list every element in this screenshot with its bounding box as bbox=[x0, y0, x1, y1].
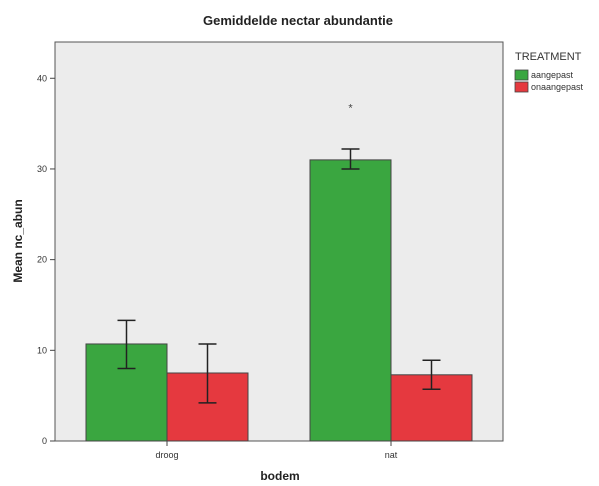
legend-swatch-aangepast bbox=[514, 69, 529, 81]
chart-title: Gemiddelde nectar abundantie bbox=[203, 13, 393, 28]
legend-label-aangepast: aangepast bbox=[531, 70, 574, 80]
y-tick-label: 10 bbox=[37, 345, 47, 355]
y-tick-label: 0 bbox=[42, 436, 47, 446]
y-tick-label: 30 bbox=[37, 164, 47, 174]
x-axis: droog nat bbox=[155, 441, 398, 460]
legend-swatch-onaangepast bbox=[514, 81, 529, 93]
significance-marker: * bbox=[348, 102, 353, 114]
annotations-layer: * bbox=[348, 102, 353, 114]
x-axis-label: bodem bbox=[260, 469, 299, 483]
x-tick-label-nat: nat bbox=[385, 450, 398, 460]
legend-title: TREATMENT bbox=[515, 51, 582, 63]
x-tick-label-droog: droog bbox=[155, 450, 178, 460]
y-axis-label: Mean nc_abun bbox=[11, 199, 25, 282]
legend-label-onaangepast: onaangepast bbox=[531, 82, 584, 92]
y-axis: 0 10 20 30 40 bbox=[37, 73, 55, 446]
error-bars-layer bbox=[117, 148, 441, 404]
bar-aangepast-nat bbox=[309, 159, 392, 442]
legend: TREATMENT aangepast onaangepast bbox=[514, 51, 584, 93]
y-tick-label: 20 bbox=[37, 255, 47, 265]
y-tick-label: 40 bbox=[37, 73, 47, 83]
